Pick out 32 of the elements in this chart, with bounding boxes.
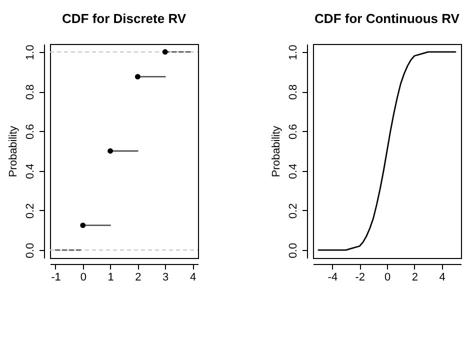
y-tick-label: 0.0: [288, 242, 300, 258]
y-tick-label: 0.4: [24, 164, 36, 179]
x-tick-label: 3: [162, 272, 169, 284]
y-axis-title: Probability: [8, 125, 20, 178]
point: [162, 49, 168, 55]
line-series: [318, 51, 456, 251]
x-tick-label: 4: [439, 272, 446, 284]
y-tick-label: 0.4: [288, 164, 300, 179]
y-tick-label: 0.8: [24, 84, 36, 100]
x-tick-label: 4: [190, 272, 196, 284]
point: [108, 148, 114, 154]
x-tick-label: -1: [51, 272, 61, 284]
y-tick-label: 0.6: [288, 124, 300, 140]
y-axis-title: Probability: [270, 125, 282, 178]
y-tick-label: 0.0: [24, 242, 36, 258]
x-tick-label: 2: [412, 272, 418, 284]
chart-title: CDF for Discrete RV: [62, 11, 186, 26]
x-tick-label: 1: [108, 272, 114, 284]
point: [80, 222, 86, 228]
x-tick-label: -4: [328, 272, 338, 284]
y-tick-label: 0.6: [24, 124, 36, 140]
x-tick-label: 2: [135, 272, 142, 284]
y-tick-label: 1.0: [24, 44, 36, 60]
point: [134, 74, 140, 80]
y-tick-label: 0.8: [288, 84, 300, 100]
y-tick-label: 1.0: [288, 44, 300, 60]
x-tick-label: 0: [384, 272, 391, 284]
chart-title: CDF for Continuous RV: [314, 11, 460, 26]
y-tick-label: 0.2: [24, 203, 36, 219]
x-tick-label: 0: [80, 272, 86, 284]
x-tick-label: -2: [355, 272, 365, 284]
y-tick-label: 0.2: [288, 203, 300, 219]
